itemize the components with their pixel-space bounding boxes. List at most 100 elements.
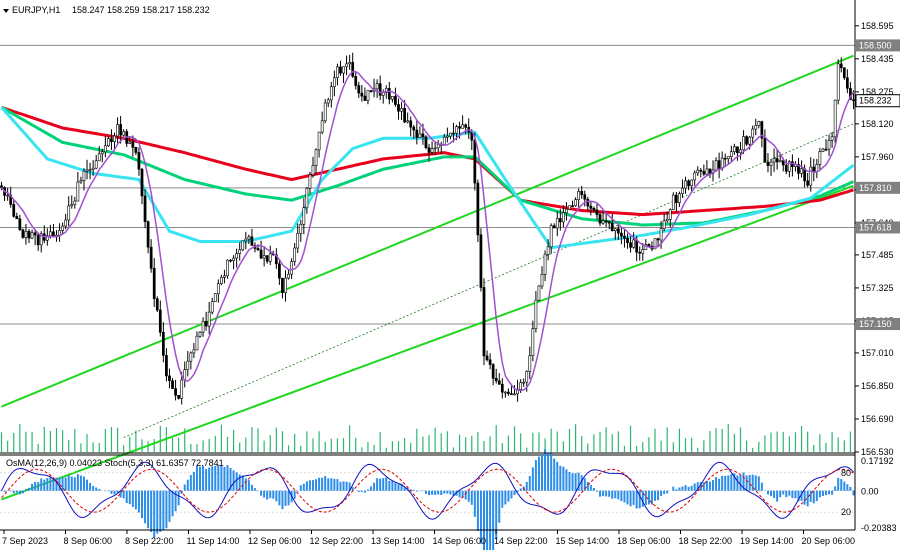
candle-body	[845, 77, 849, 89]
candle-body	[213, 293, 217, 302]
dropdown-triangle-icon[interactable]	[3, 9, 9, 13]
candle-body	[394, 96, 397, 105]
candle-body	[73, 200, 77, 205]
candle-body	[384, 88, 388, 93]
candle-body	[116, 124, 119, 137]
x-tick-label: 18 Sep 06:00	[617, 536, 671, 546]
candle-body	[302, 207, 306, 225]
candle-body	[15, 216, 19, 220]
candle-body	[97, 153, 101, 162]
candle-body	[589, 205, 593, 209]
candle-body	[229, 259, 232, 262]
candle-body	[103, 145, 107, 153]
price-level-label: 157.810	[859, 183, 892, 193]
candle-body	[510, 393, 513, 395]
candle-body	[565, 208, 568, 214]
candle-body	[461, 124, 464, 129]
candle-body	[171, 380, 174, 389]
candle-body	[128, 141, 132, 144]
x-tick-label: 14 Sep 06:00	[433, 536, 487, 546]
candle-body	[207, 311, 211, 327]
candle-body	[449, 132, 452, 137]
moving-average-line	[0, 105, 854, 217]
current-price-label: 158.232	[859, 96, 892, 106]
candle-body	[113, 135, 116, 142]
candle-body	[745, 136, 748, 145]
oscillator-label: OsMA(12,26,9) 0.04023 Stoch(5,3,3) 61.63…	[6, 458, 224, 468]
candle-body	[256, 248, 260, 251]
candle-body	[226, 259, 229, 277]
candle-body	[27, 230, 31, 239]
candle-body	[748, 136, 752, 145]
candle-body	[415, 129, 419, 138]
x-tick-label: 18 Sep 22:00	[679, 536, 733, 546]
x-tick-label: 12 Sep 22:00	[310, 536, 364, 546]
candle-body	[268, 253, 272, 262]
candle-body	[204, 321, 208, 327]
candle-body	[833, 99, 837, 138]
candle-body	[769, 161, 773, 166]
candle-body	[577, 191, 581, 200]
candle-body	[64, 219, 68, 227]
candle-body	[342, 66, 345, 74]
moving-average-lines	[0, 105, 855, 250]
candle-body	[134, 147, 138, 153]
candle-body	[67, 205, 71, 221]
candle-body	[705, 168, 709, 175]
candle-body	[699, 169, 703, 172]
candle-body	[784, 164, 788, 172]
x-tick-label: 13 Sep 14:00	[371, 536, 425, 546]
candle-body	[262, 255, 266, 259]
candle-body	[763, 137, 767, 163]
candle-body	[336, 66, 339, 79]
candle-body	[24, 230, 28, 238]
candle-body	[452, 132, 455, 135]
candle-body	[39, 233, 43, 246]
candle-body	[827, 140, 831, 150]
candle-body	[668, 209, 672, 220]
candle-body	[684, 180, 687, 189]
candle-body	[549, 225, 553, 248]
stochastic-main-line	[1, 461, 854, 520]
candle-body	[122, 131, 126, 136]
candle-body	[0, 185, 3, 188]
y-tick-label: 158.435	[861, 54, 894, 64]
candle-body	[427, 147, 431, 153]
candle-body	[293, 247, 297, 262]
candle-body	[320, 120, 324, 133]
candle-body	[842, 67, 846, 79]
candle-body	[830, 136, 834, 141]
candle-body	[662, 220, 666, 229]
candle-body	[360, 92, 364, 97]
candle-body	[623, 235, 626, 239]
chart-header: EURJPY,H1 158.247 158.259 158.217 158.23…	[3, 5, 224, 468]
candle-body	[626, 238, 629, 243]
candle-body	[476, 182, 480, 236]
candle-body	[323, 102, 327, 122]
oscillator-tick-label: -0.20383	[861, 523, 897, 533]
candle-body	[647, 244, 651, 247]
candle-body	[345, 63, 348, 68]
candle-body	[406, 120, 410, 123]
candle-body	[290, 261, 293, 275]
candle-body	[119, 124, 122, 136]
candle-body	[513, 393, 516, 396]
candle-body	[442, 136, 446, 145]
candle-body	[562, 212, 565, 223]
candle-body	[815, 164, 819, 172]
candle-body	[220, 277, 223, 284]
candle-body	[375, 83, 379, 90]
candle-body	[49, 231, 52, 237]
candle-body	[671, 194, 675, 210]
candle-body	[528, 355, 532, 372]
candle-body	[552, 225, 556, 229]
candle-body	[397, 104, 400, 112]
candle-body	[421, 133, 425, 138]
price-panel	[0, 44, 855, 501]
candle-body	[717, 160, 721, 169]
candle-body	[326, 99, 330, 104]
short-moving-average	[0, 70, 855, 392]
candle-body	[534, 299, 538, 329]
candle-body	[778, 160, 782, 163]
